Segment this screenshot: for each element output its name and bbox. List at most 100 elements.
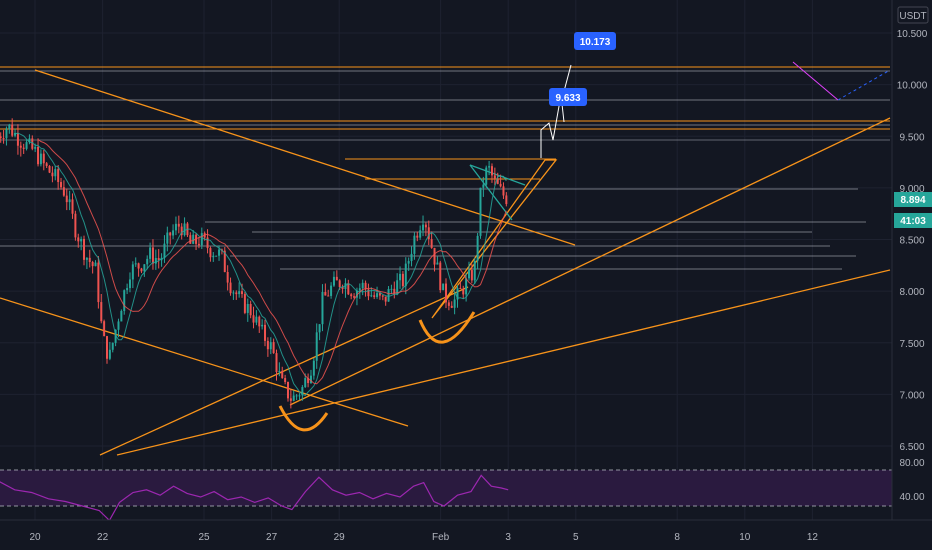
candle-body [83,238,86,260]
candle-body [266,340,269,350]
y-tick-label: 8.000 [899,287,924,298]
x-tick-label: 5 [573,532,579,543]
candle-body [473,260,476,281]
candle-body [128,279,131,289]
cup-arc-1 [278,405,329,432]
candle-body [105,336,108,359]
candle-body [94,262,97,267]
candle-body [295,395,298,397]
candle-body [114,329,117,343]
candle-body [74,213,77,238]
candle-body [143,264,146,272]
candle-body [100,302,103,322]
candle-body [108,349,111,359]
candle-body [404,263,407,287]
candle-body [387,289,390,302]
candle-body [226,272,229,283]
candle-body [252,315,255,323]
ascending-trendline-3 [289,117,891,406]
candle-body [364,282,367,290]
candle-body [447,302,450,306]
price-axis[interactable]: USDT 10.500 10.000 9.500 9.000 8.500 8.000 7.5… [891,0,932,520]
candle-body [338,280,341,287]
candle-body [45,163,48,166]
y-tick-label: 7.000 [899,390,924,401]
candle-body [258,316,261,327]
candle-body [68,199,71,203]
candle-body [410,253,413,262]
candle-body [229,282,232,294]
candles [0,118,508,409]
candle-body [289,398,292,401]
candle-body [91,261,94,267]
candle-body [163,243,166,258]
candle-body [0,136,2,139]
candle-body [309,375,312,384]
candle-body [304,378,307,388]
candle-body [496,178,499,184]
projection-arrows [540,61,891,158]
candle-body [407,261,410,264]
candle-body [28,138,31,143]
candle-body [137,263,140,269]
candle-body [249,303,252,316]
candle-body [436,262,439,265]
candle-body [149,247,152,259]
candle-body [476,235,479,261]
candle-body [189,235,192,244]
candle-body [327,295,330,297]
candle-body [370,295,373,297]
candle-body [177,223,180,227]
candle-body [97,262,100,303]
candle-body [332,276,335,286]
candle-body [396,280,399,295]
candle-body [413,235,416,254]
candle-body [367,289,370,297]
projection-arrow-purple [792,61,839,101]
target-label-high[interactable]: 10.173 [574,32,616,50]
candle-body [169,232,172,236]
cup-patterns [278,311,476,432]
candle-body [376,293,379,297]
candle-body [172,230,175,236]
candle-body [456,287,459,300]
candle-body [85,257,88,260]
rsi-pane [0,469,892,522]
candle-body [427,227,430,240]
candle-body [238,291,241,295]
candle-body [493,175,496,179]
target-label-mid[interactable]: 9.633 [549,88,587,106]
candle-body [373,295,376,297]
countdown-tag [894,213,932,228]
candle-body [335,276,338,281]
candle-body [353,296,356,298]
rsi-level-40: 40.00 [899,492,924,503]
currency-label: USDT [899,11,926,22]
candle-body [146,258,149,265]
candle-body [433,247,436,265]
candle-body [490,166,493,176]
candle-body [14,132,17,136]
y-tick-label: 9.500 [899,132,924,143]
candle-body [154,258,157,264]
x-tick-label: Feb [432,532,450,543]
ascending-trendline-2 [116,269,891,456]
candle-body [22,147,25,149]
time-axis[interactable]: 20 22 25 27 29 Feb 3 5 8 10 12 [0,519,932,550]
candle-body [390,288,393,290]
candle-body [140,268,143,272]
candle-body [151,247,154,264]
candle-body [39,153,42,165]
candle-body [8,124,11,130]
candle-body [54,169,57,177]
candle-body [215,255,218,257]
candle-body [341,286,344,290]
current-price-text: 8.894 [900,195,925,206]
candle-body [393,288,396,295]
candle-body [218,249,221,256]
candle-body [157,258,160,261]
candle-body [51,172,54,177]
candle-body [232,292,235,294]
candle-body [206,237,209,249]
